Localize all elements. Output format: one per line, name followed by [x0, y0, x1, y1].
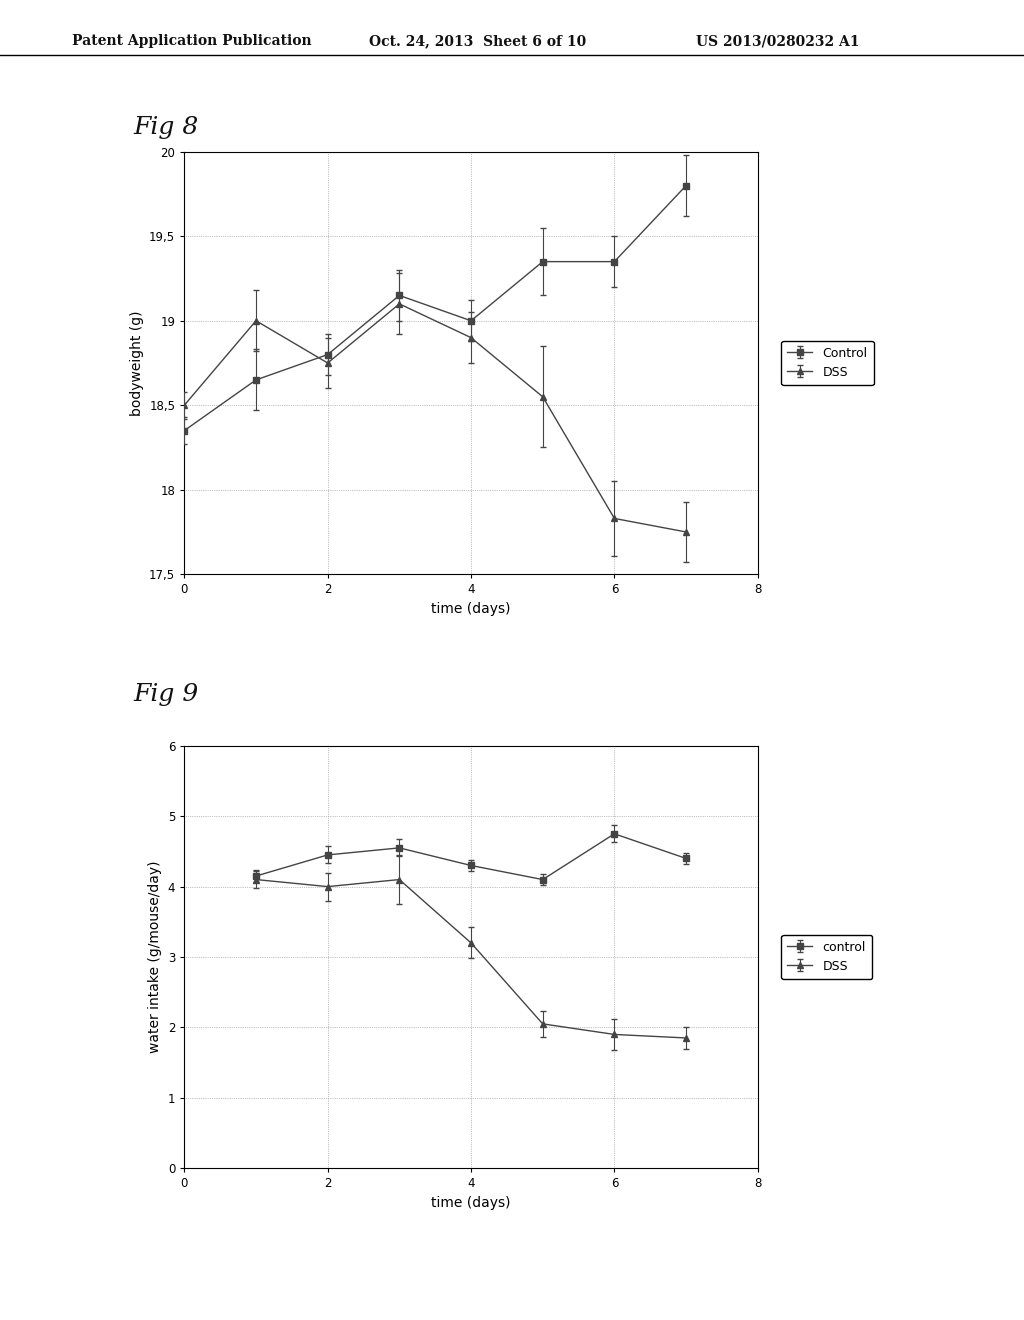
Y-axis label: bodyweight (g): bodyweight (g) — [130, 310, 143, 416]
Text: US 2013/0280232 A1: US 2013/0280232 A1 — [696, 34, 860, 49]
Text: Fig 9: Fig 9 — [133, 684, 199, 706]
Legend: control, DSS: control, DSS — [781, 935, 872, 979]
Y-axis label: water intake (g/mouse/day): water intake (g/mouse/day) — [148, 861, 162, 1053]
Legend: Control, DSS: Control, DSS — [781, 341, 873, 385]
X-axis label: time (days): time (days) — [431, 602, 511, 616]
X-axis label: time (days): time (days) — [431, 1196, 511, 1210]
Text: Fig 8: Fig 8 — [133, 116, 199, 139]
Text: Patent Application Publication: Patent Application Publication — [72, 34, 311, 49]
Text: Oct. 24, 2013  Sheet 6 of 10: Oct. 24, 2013 Sheet 6 of 10 — [369, 34, 586, 49]
